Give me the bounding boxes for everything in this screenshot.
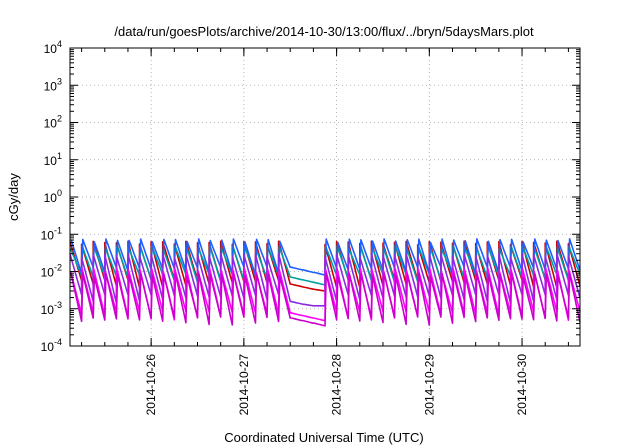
y-tick-label: 103: [44, 76, 62, 93]
y-tick-labels: 104 103 102 101 100 10-1 10-2 10-3 10-4: [41, 39, 62, 354]
y-tick-label: 10-1: [41, 225, 62, 242]
x-axis-label: Coordinated Universal Time (UTC): [224, 430, 423, 445]
x-tick-label: 2014-10-27: [237, 354, 251, 416]
x-tick-label: 2014-10-28: [330, 354, 344, 416]
series-line: [69, 252, 581, 307]
ticks: [70, 47, 580, 347]
x-tick-label: 2014-10-29: [422, 354, 436, 416]
x-tick-labels: 2014-10-26 2014-10-27 2014-10-28 2014-10-29…: [144, 354, 529, 416]
series-line: [70, 272, 581, 327]
y-tick-label: 104: [44, 39, 62, 56]
y-axis-label: cGy/day: [6, 173, 21, 221]
y-tick-label: 10-2: [41, 263, 62, 280]
y-tick-label: 101: [44, 151, 62, 168]
series-layer: [69, 238, 581, 327]
y-tick-label: 102: [44, 114, 62, 131]
x-tick-label: 2014-10-30: [515, 354, 529, 416]
chart-title: /data/run/goesPlots/archive/2014-10-30/1…: [114, 24, 534, 39]
y-tick-label: 10-3: [41, 300, 62, 317]
y-tick-label: 100: [44, 188, 62, 205]
y-tick-label: 10-4: [41, 337, 62, 354]
x-tick-label: 2014-10-26: [144, 354, 158, 416]
